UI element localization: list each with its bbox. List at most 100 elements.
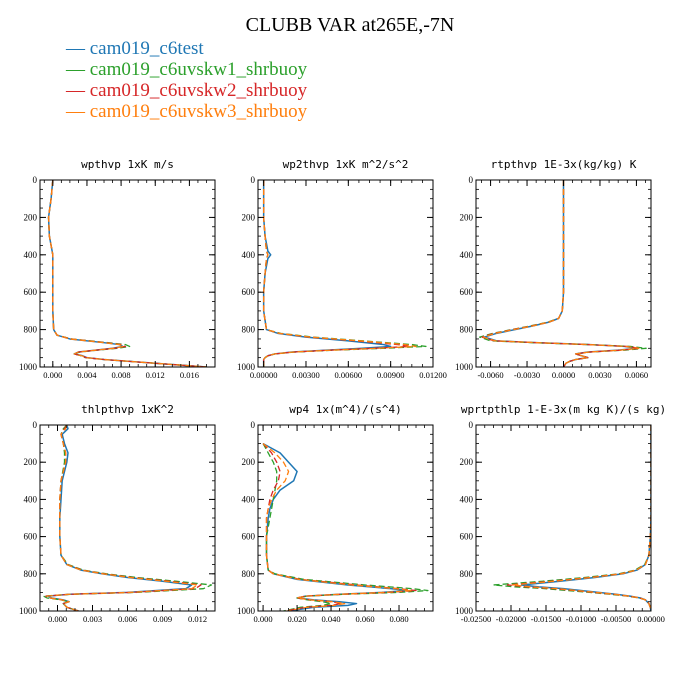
subplot-title: wprtpthlp 1-E-3x(m kg K)/(s kg) — [461, 403, 666, 416]
subplot-title: wpthvp 1xK m/s — [81, 158, 174, 171]
y-tick-label: 1000 — [19, 606, 38, 616]
legend-item-green: — cam019_c6uvskw1_shrbuoy — [66, 59, 308, 80]
y-tick-label: 200 — [24, 212, 38, 222]
x-tick-label: 0.00600 — [335, 370, 363, 380]
series-line-2 — [262, 443, 429, 611]
y-tick-label: 0 — [251, 175, 256, 185]
x-tick-label: -0.00500 — [601, 614, 631, 624]
subplot-title: rtpthvp 1E-3x(kg/kg) K — [491, 158, 637, 171]
series-line-2 — [492, 425, 651, 611]
y-tick-label: 400 — [242, 250, 256, 260]
x-tick-label: 0.004 — [77, 370, 97, 380]
y-tick-label: 200 — [460, 457, 474, 467]
subplot-3: rtpthvp 1E-3x(kg/kg) K02004006008001000-… — [455, 158, 652, 380]
series-line-1 — [520, 425, 651, 611]
x-tick-label: 0.00900 — [377, 370, 405, 380]
y-tick-label: 800 — [242, 325, 256, 335]
series-line-4 — [262, 180, 417, 367]
y-tick-label: 0 — [251, 420, 256, 430]
x-tick-label: 0.00000 — [250, 370, 278, 380]
y-tick-label: 600 — [460, 287, 474, 297]
y-tick-label: 0 — [469, 420, 474, 430]
series-line-1 — [262, 442, 409, 611]
series-line-3 — [262, 443, 417, 611]
x-tick-label: 0.006 — [118, 614, 137, 624]
x-tick-label: -0.0030 — [514, 370, 540, 380]
series-group — [262, 180, 427, 367]
x-tick-label: 0.008 — [112, 370, 131, 380]
series-group — [42, 425, 213, 611]
figure-title: CLUBB VAR at265E,-7N — [245, 14, 455, 36]
series-line-3 — [506, 425, 651, 611]
y-tick-label: 200 — [242, 457, 256, 467]
x-tick-label: 0.000 — [43, 370, 62, 380]
x-tick-label: -0.02500 — [461, 614, 491, 624]
x-tick-label: 0.00300 — [292, 370, 320, 380]
series-line-2 — [262, 180, 427, 367]
legend: — cam019_c6test — cam019_c6uvskw1_shrbuo… — [66, 38, 307, 122]
plot-frame — [475, 424, 652, 612]
y-tick-label: 0 — [33, 420, 38, 430]
y-tick-label: 400 — [242, 494, 256, 504]
x-tick-label: 0.003 — [83, 614, 102, 624]
subplot-title: wp2thvp 1xK m^2/s^2 — [283, 158, 409, 171]
x-tick-label: 0.060 — [355, 614, 374, 624]
series-line-4 — [511, 425, 651, 611]
subplot-4: thlpthvp 1xK^2 0 200 400 600 800 1000 0.000 0.00… — [19, 403, 216, 624]
x-tick-label: 0.040 — [321, 614, 340, 624]
y-tick-label: 1000 — [455, 606, 474, 616]
x-tick-label: -0.02000 — [496, 614, 526, 624]
y-tick-label: 1000 — [237, 362, 256, 372]
y-tick-label: 600 — [24, 287, 38, 297]
x-tick-label: 0.000 — [48, 614, 67, 624]
x-tick-label: -0.01000 — [566, 614, 596, 624]
x-tick-label: 0.012 — [146, 370, 165, 380]
y-tick-label: 1000 — [237, 606, 256, 616]
y-tick-label: 800 — [242, 569, 256, 579]
x-tick-label: 0.01200 — [419, 370, 447, 380]
x-tick-label: 0.020 — [288, 614, 307, 624]
x-tick-label: 0.0030 — [588, 370, 611, 380]
y-tick-label: 800 — [460, 569, 474, 579]
subplot-title: wp4 1x(m^4)/(s^4) — [289, 403, 402, 416]
series-group — [492, 425, 651, 611]
series-line-4 — [482, 180, 640, 367]
x-tick-label: 0.012 — [188, 614, 207, 624]
legend-item-blue: — cam019_c6test — [66, 38, 204, 59]
series-line-4 — [47, 180, 207, 367]
y-tick-label: 0 — [469, 175, 474, 185]
plot-frame — [39, 179, 216, 368]
x-tick-label: 0.016 — [180, 370, 199, 380]
series-line-1 — [483, 180, 638, 367]
y-tick-label: 800 — [24, 569, 38, 579]
series-line-3 — [481, 180, 641, 367]
y-tick-label: 1000 — [19, 362, 38, 372]
y-tick-label: 600 — [460, 532, 474, 542]
y-tick-label: 200 — [460, 212, 474, 222]
subplot-6: wprtpthlp 1-E-3x(m kg K)/(s kg) 0 200 400 60… — [455, 403, 666, 624]
y-tick-label: 600 — [24, 532, 38, 542]
x-tick-label: 0.080 — [389, 614, 408, 624]
subplot-2: wp2thvp 1xK m^2/s^2020040060080010000.00… — [237, 158, 447, 380]
x-tick-label: 0.0000 — [552, 370, 575, 380]
x-tick-label: -0.0060 — [477, 370, 503, 380]
series-line-4 — [262, 443, 412, 611]
x-tick-label: 0.000 — [254, 614, 273, 624]
y-tick-label: 1000 — [455, 362, 474, 372]
subplot-1: wpthvp 1xK m/s 0 200 400 600 800 1000 0.000 0.00… — [19, 158, 216, 380]
x-tick-label: -0.01500 — [531, 614, 561, 624]
series-group — [478, 180, 647, 367]
series-line-4 — [46, 425, 199, 611]
y-tick-label: 400 — [24, 250, 38, 260]
y-tick-label: 400 — [460, 494, 474, 504]
y-tick-label: 600 — [242, 532, 256, 542]
y-tick-label: 600 — [242, 287, 256, 297]
x-tick-label: 0.00000 — [637, 614, 665, 624]
series-line-1 — [47, 425, 193, 611]
series-group — [262, 442, 429, 611]
y-tick-label: 800 — [24, 325, 38, 335]
y-tick-label: 200 — [242, 212, 256, 222]
